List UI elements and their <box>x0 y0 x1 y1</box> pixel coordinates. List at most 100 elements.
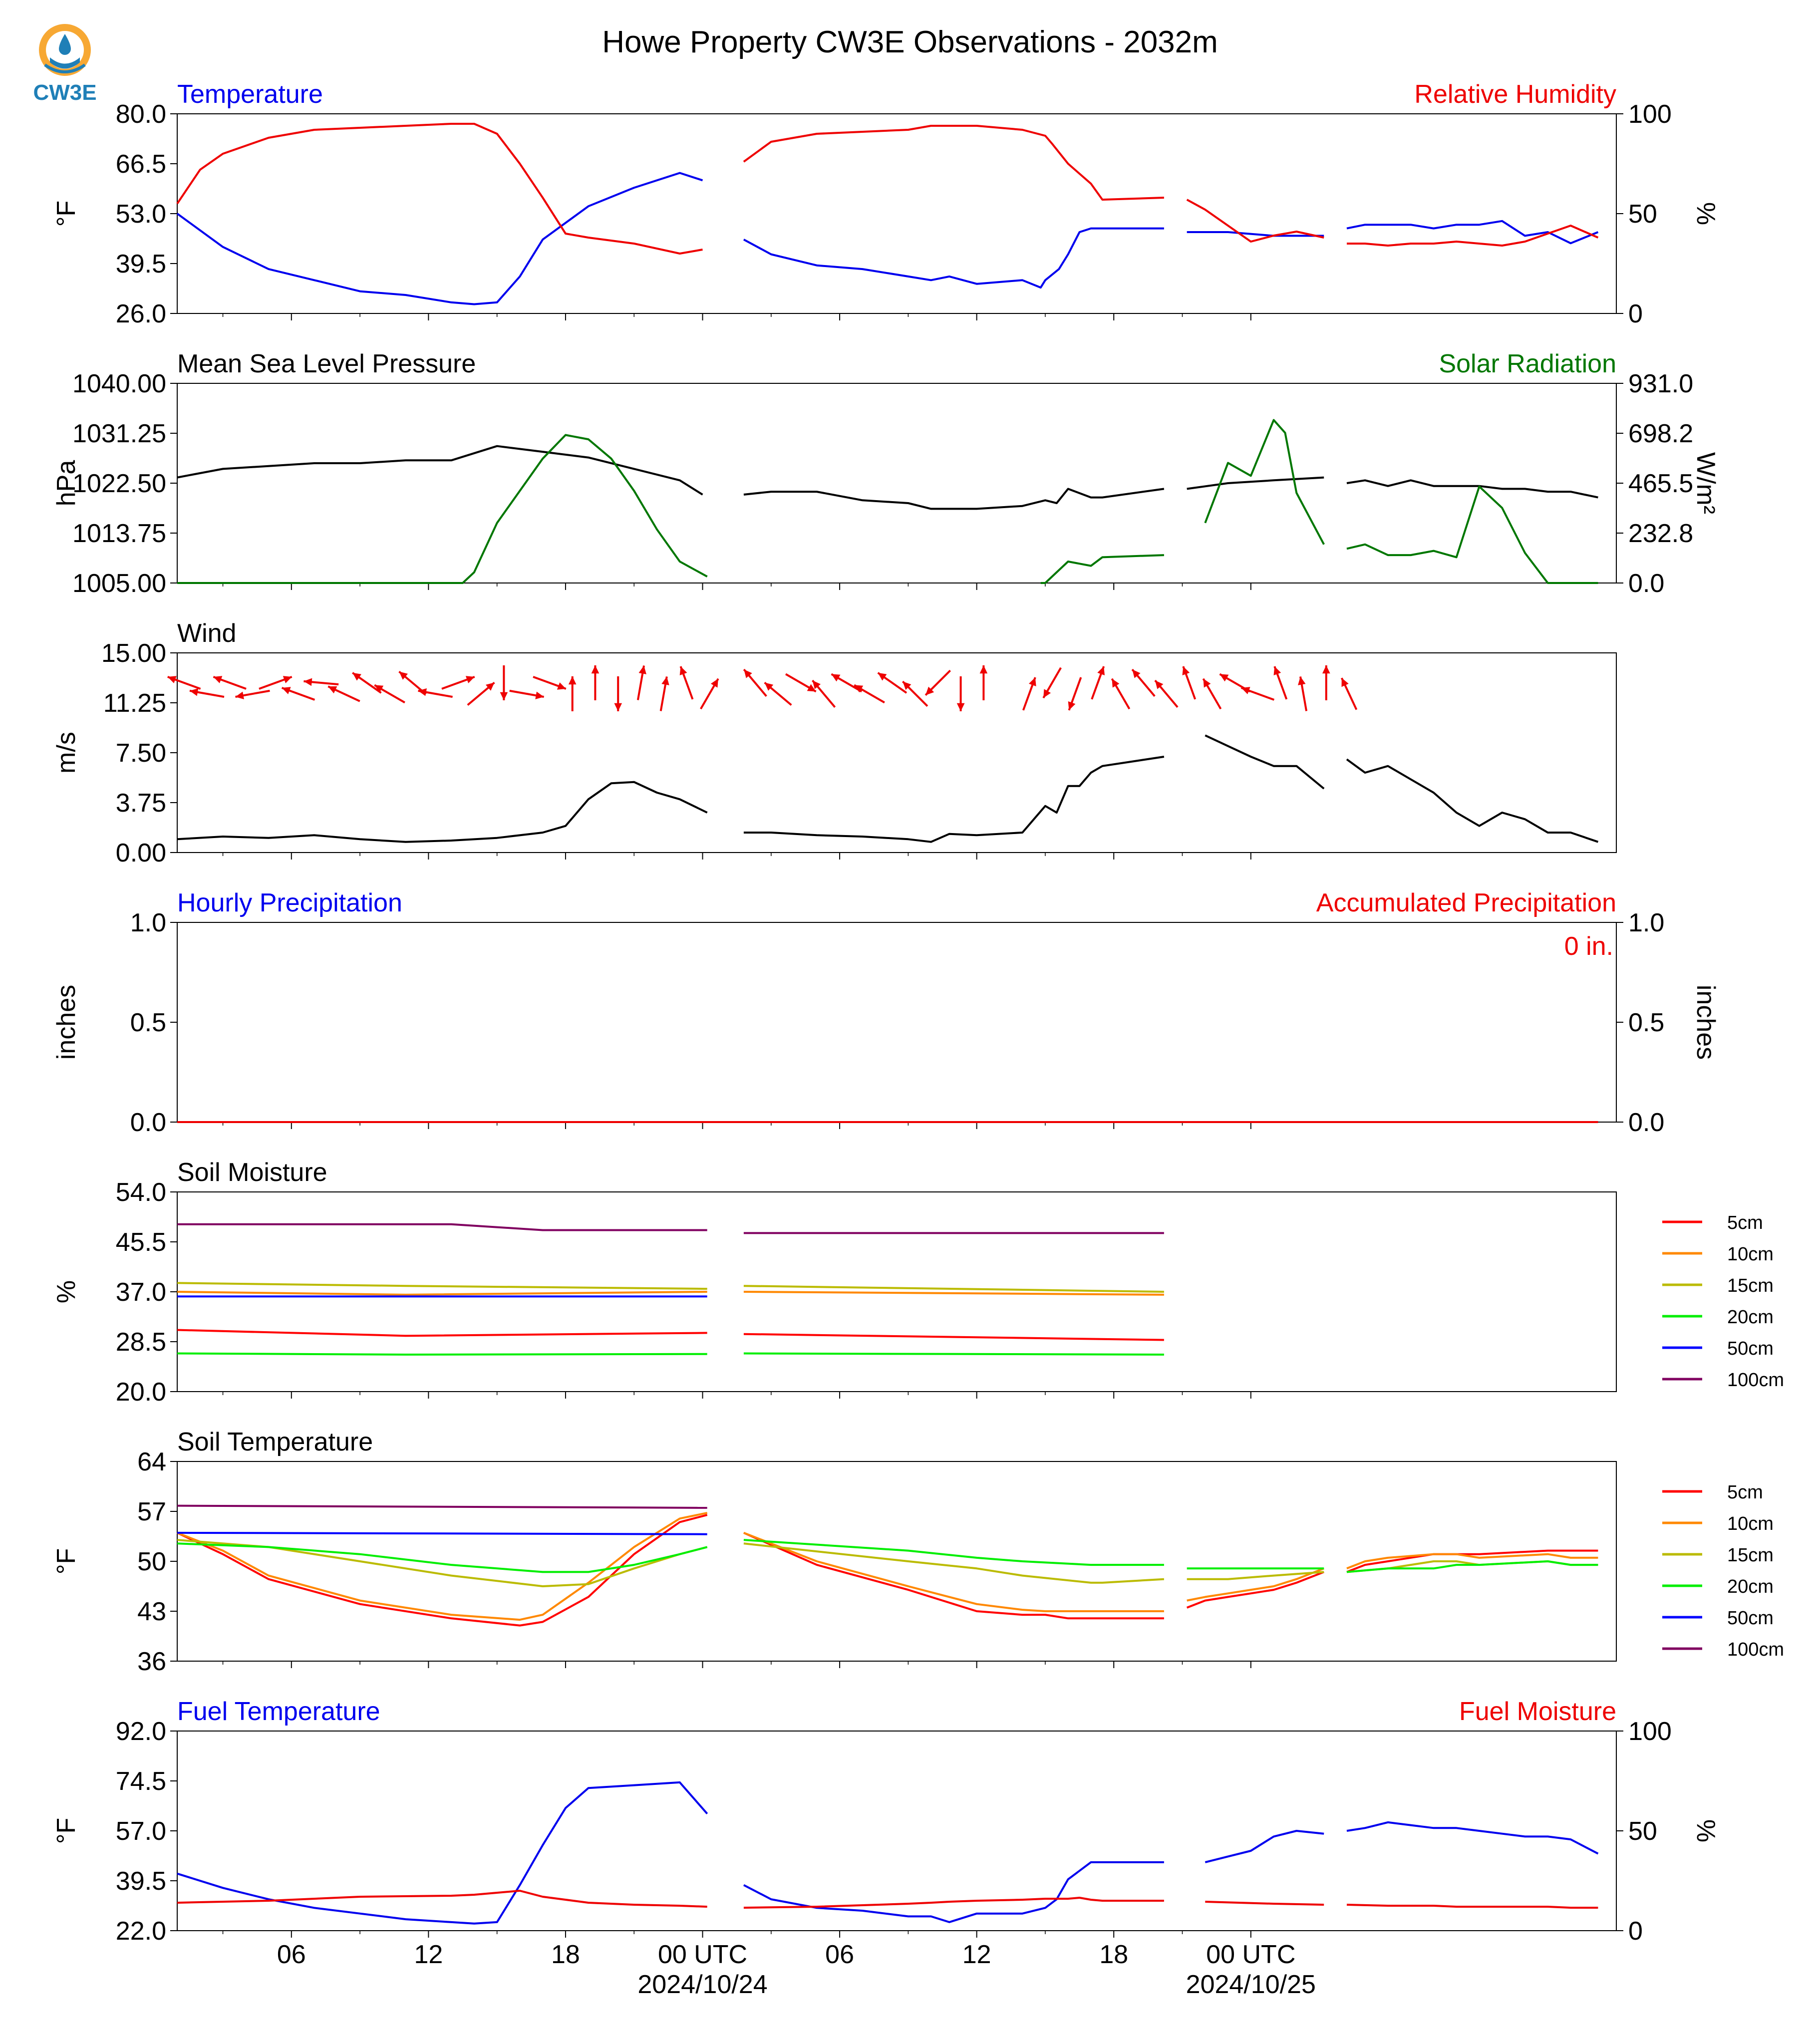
y-tick-label: 1031.25 <box>72 419 166 448</box>
y-tick-label: 92.0 <box>116 1717 166 1746</box>
wind-arrow-head <box>418 688 427 696</box>
series-line-10cm <box>177 1291 707 1296</box>
panel-pressure <box>170 383 1623 590</box>
series-line-20cm <box>177 1352 707 1356</box>
series-line-relative-humidity <box>176 123 703 255</box>
y-tick-label: 28.5 <box>116 1328 166 1357</box>
wind-arrow-head <box>213 676 223 683</box>
y-tick-label: 80.0 <box>116 100 166 129</box>
wind-arrow-head <box>303 678 312 686</box>
y-tick-label: 1013.75 <box>72 519 166 548</box>
legend-label: 5cm <box>1727 1212 1763 1233</box>
y-tick-label: 64 <box>137 1448 166 1476</box>
panel-right-title: Solar Radiation <box>1439 349 1616 378</box>
y-tick-label: 45.5 <box>116 1228 166 1257</box>
y2-tick-label: 100 <box>1628 1717 1672 1746</box>
wind-arrow-head <box>903 681 911 690</box>
x-tick-label: 12 <box>962 1940 991 1969</box>
panel-wind <box>170 652 1617 860</box>
series-line-20cm <box>177 1542 708 1573</box>
x-tick-label: 18 <box>1099 1940 1128 1969</box>
series-line-15cm <box>1187 1571 1324 1580</box>
y-tick-label: 43 <box>137 1597 166 1626</box>
y2-tick-label: 698.2 <box>1628 419 1693 448</box>
series-line-15cm <box>177 1282 707 1290</box>
wind-arrow-head <box>535 691 544 699</box>
y-tick-label: 57 <box>137 1497 166 1526</box>
y-tick-label: 22.0 <box>116 1917 166 1946</box>
legend-label: 20cm <box>1727 1307 1774 1328</box>
series-line-10cm <box>1187 1567 1324 1602</box>
series-line-fuel-temperature <box>1346 1821 1599 1855</box>
series-line-temperature <box>176 172 703 305</box>
series-line-20cm <box>1346 1560 1598 1573</box>
series-line-mean-sea-level-pressure <box>177 445 703 496</box>
y2-tick-label: 0.0 <box>1628 569 1664 598</box>
series-line-15cm <box>743 1542 1165 1584</box>
series-line-wind <box>177 781 708 843</box>
wind-arrow-head <box>956 703 965 711</box>
series-line-fuel-moisture <box>1205 1901 1324 1906</box>
series-line-5cm <box>1186 1571 1324 1609</box>
y2-tick-label: 50 <box>1628 1817 1657 1846</box>
legend-label: 50cm <box>1727 1608 1774 1629</box>
series-line-solar-radiation <box>1204 419 1325 545</box>
x-tick-label: 12 <box>414 1940 443 1969</box>
wind-arrow-head <box>465 676 475 683</box>
series-line-mean-sea-level-pressure <box>1187 476 1324 490</box>
wind-arrow-head <box>1241 687 1250 694</box>
y2-tick-label: 1.0 <box>1628 908 1664 937</box>
wind-arrow-head <box>1155 680 1164 689</box>
series-line-fuel-temperature <box>177 1781 708 1925</box>
series-line-15cm <box>743 1285 1164 1293</box>
chart-title: Howe Property CW3E Observations - 2032m <box>602 25 1218 59</box>
y2-tick-label: 931.0 <box>1628 369 1693 398</box>
y-tick-label: 0.0 <box>130 1108 166 1137</box>
wind-arrow-head <box>486 682 495 691</box>
wind-arrow-head <box>1029 677 1036 686</box>
wind-arrow-head <box>235 691 244 699</box>
panel-right-title: Fuel Moisture <box>1459 1697 1616 1726</box>
y-tick-label: 1.0 <box>130 908 166 937</box>
series-line-20cm <box>743 1539 1164 1566</box>
wind-arrow-head <box>925 686 934 695</box>
water-drop-icon <box>59 34 71 55</box>
series-line-fuel-moisture <box>743 1897 1164 1909</box>
series-line-10cm <box>743 1532 1164 1612</box>
x-tick-label: 18 <box>551 1940 580 1969</box>
panel-right-title: Accumulated Precipitation <box>1316 888 1616 917</box>
panel-frame <box>177 113 1617 314</box>
series-line-solar-radiation <box>1346 485 1598 584</box>
wind-arrow-head <box>282 687 291 694</box>
y-tick-label: 37.0 <box>116 1278 166 1307</box>
y-axis-label: hPa <box>52 460 81 507</box>
panel-left-title: Wind <box>177 619 236 648</box>
panel-frame <box>177 652 1617 853</box>
panel-left-title: Mean Sea Level Pressure <box>177 349 476 378</box>
y2-tick-label: 0.5 <box>1628 1008 1664 1037</box>
wind-arrow-head <box>812 680 821 689</box>
wind-arrow-head <box>1097 666 1105 675</box>
panel-precip <box>170 922 1623 1129</box>
legend-label: 20cm <box>1727 1576 1774 1597</box>
y2-tick-label: 232.8 <box>1628 519 1693 548</box>
wind-arrow-head <box>1341 678 1349 687</box>
wind-arrow-head <box>1219 674 1229 682</box>
wind-arrow-head <box>1322 665 1330 674</box>
wind-arrow-head <box>614 703 622 711</box>
series-line-wind <box>1346 758 1599 843</box>
panel-fuel <box>170 1731 1623 1938</box>
panel-frame <box>177 1191 1617 1392</box>
series-line-relative-humidity <box>1347 225 1599 247</box>
y-tick-label: 7.50 <box>116 739 166 768</box>
y2-tick-label: 465.5 <box>1628 469 1693 498</box>
series-line-solar-radiation <box>1040 554 1164 584</box>
y-tick-label: 15.00 <box>101 639 166 668</box>
x-date-label: 2024/10/25 <box>1186 1970 1316 1999</box>
wind-arrow-head <box>710 678 718 688</box>
y-axis-label: °F <box>52 201 81 227</box>
y-tick-label: 57.0 <box>116 1817 166 1846</box>
wind-arrow-head <box>638 665 646 674</box>
wind-arrow-head <box>374 685 384 693</box>
